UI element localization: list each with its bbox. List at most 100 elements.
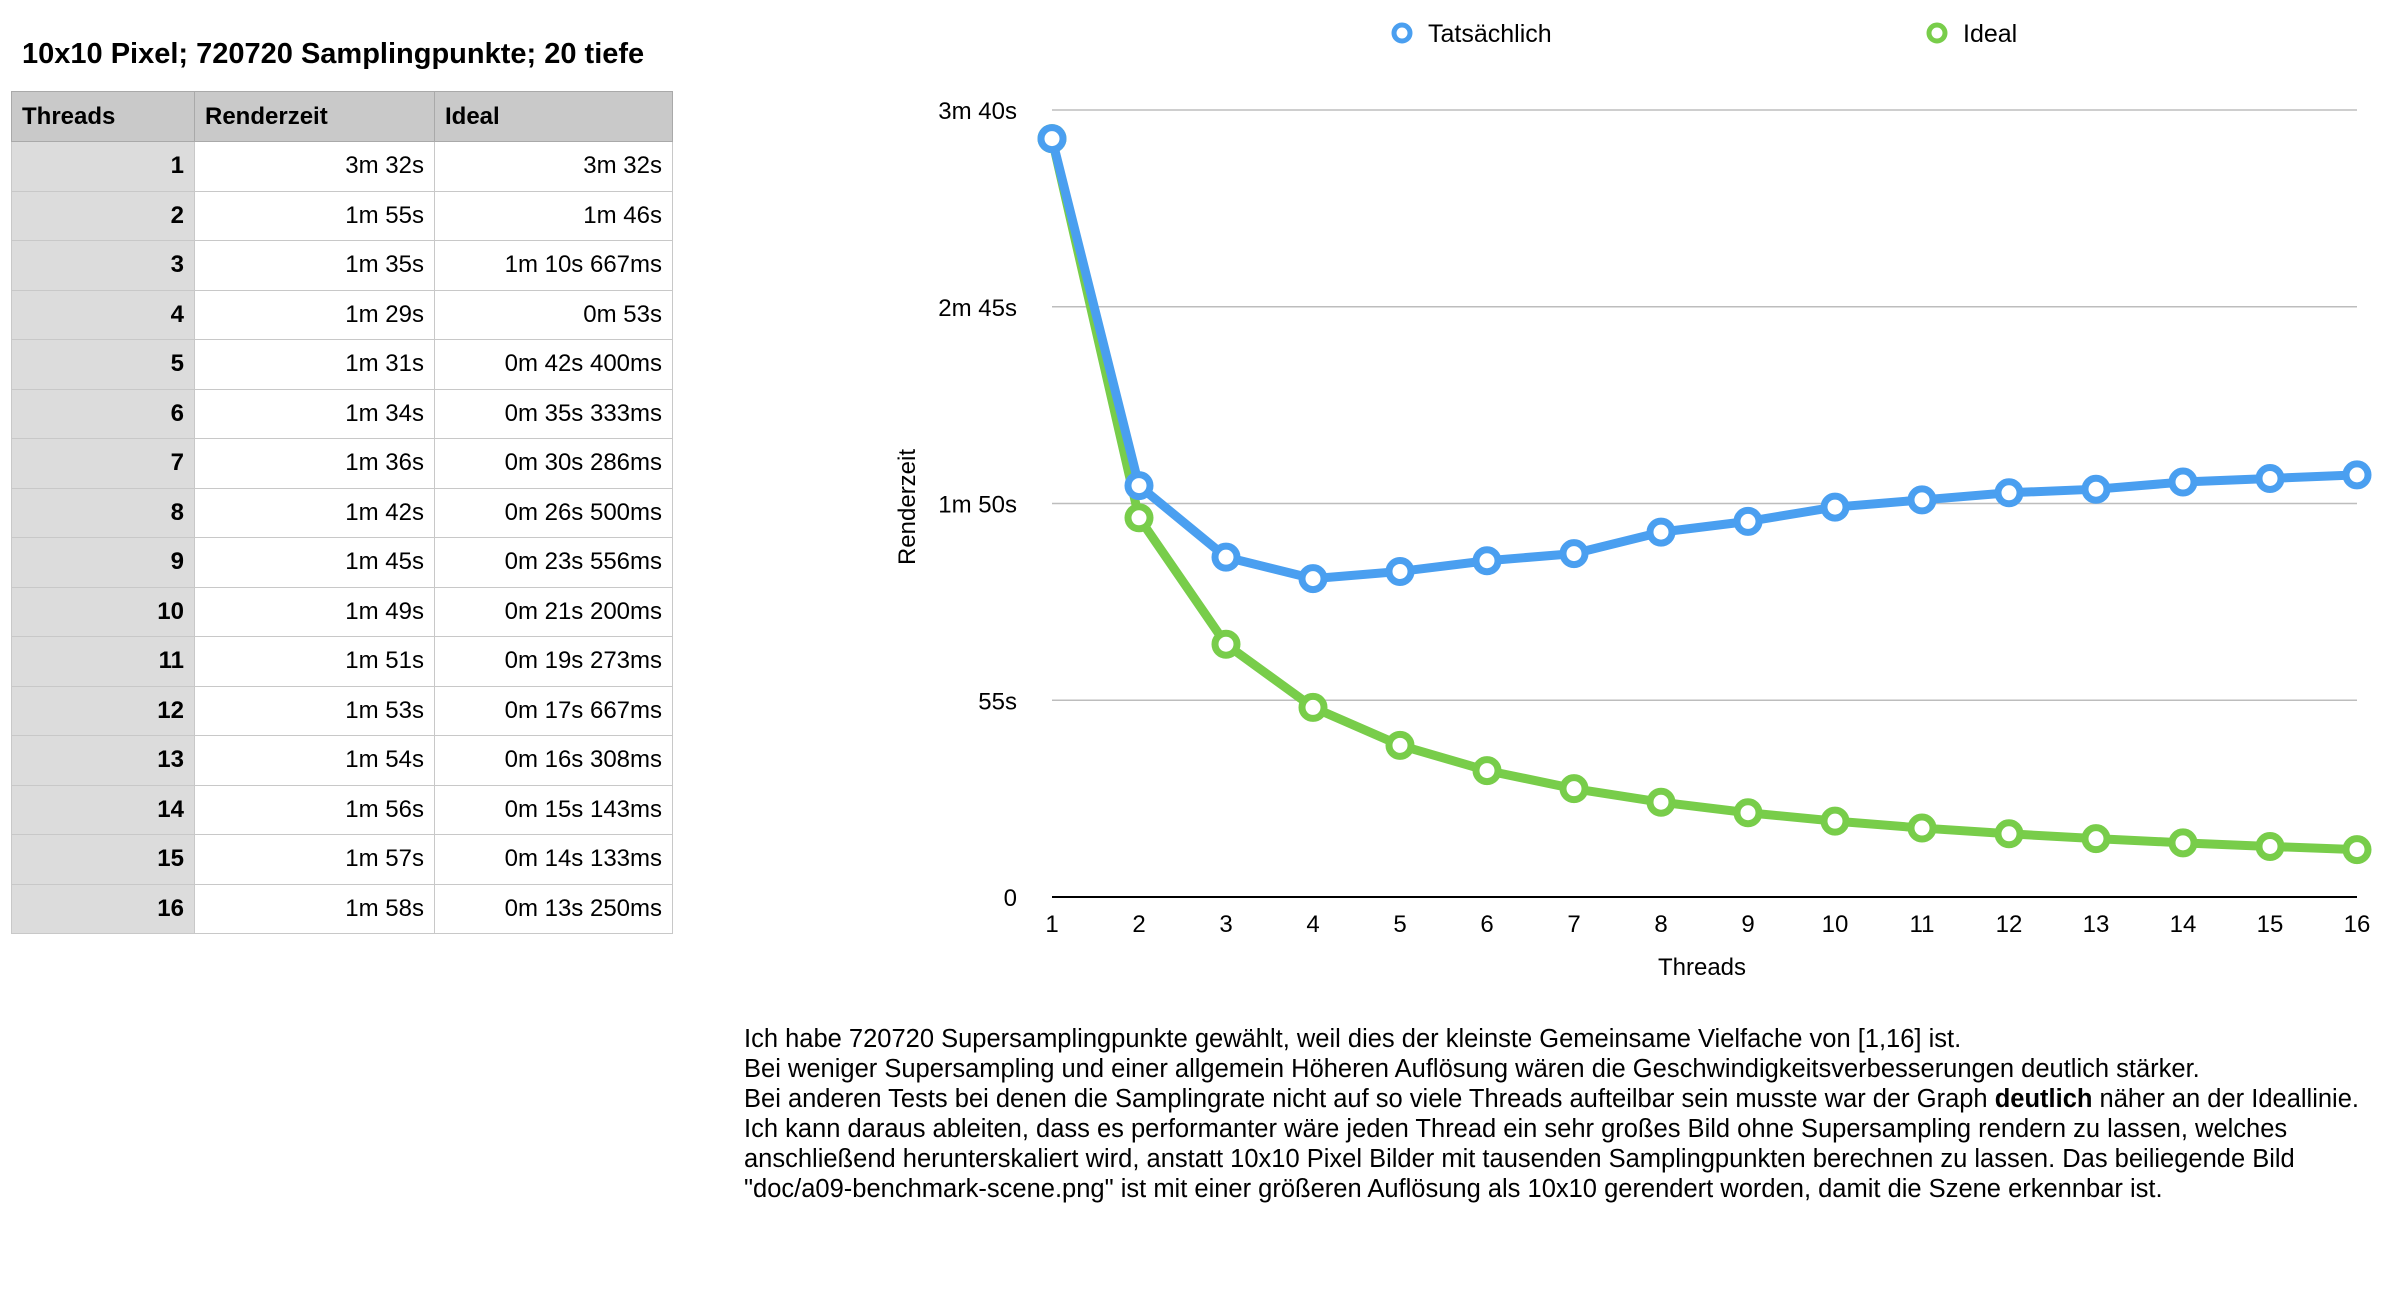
data-point [1472, 546, 1502, 576]
renderzeit-cell: 1m 45s [194, 537, 435, 588]
x-tick-label: 6 [1480, 911, 1493, 938]
note-emphasis: deutlich [1994, 1085, 2093, 1113]
data-point [1472, 756, 1502, 786]
table-row: 10 1m 49s 0m 21s 200ms [11, 586, 673, 637]
data-point [1907, 485, 1937, 515]
threads-cell: 10 [11, 586, 195, 637]
header-ideal: Ideal [434, 91, 673, 142]
data-point [1820, 806, 1850, 836]
y-tick-label: 2m 45s [938, 295, 1017, 322]
data-point [1211, 542, 1241, 572]
data-point [1907, 813, 1937, 843]
x-tick-label: 9 [1741, 911, 1754, 938]
ideal-cell: 0m 17s 667ms [434, 685, 673, 736]
threads-cell: 4 [11, 289, 195, 340]
data-point [1298, 692, 1328, 722]
table-row: 3 1m 35s 1m 10s 667ms [11, 240, 673, 291]
renderzeit-cell: 1m 55s [194, 190, 435, 241]
data-point [1385, 730, 1415, 760]
threads-cell: 8 [11, 487, 195, 538]
renderzeit-cell: 1m 34s [194, 388, 435, 439]
renderzeit-cell: 1m 42s [194, 487, 435, 538]
table-row: 2 1m 55s 1m 46s [11, 190, 673, 241]
threads-cell: 7 [11, 438, 195, 489]
ideal-cell: 3m 32s [434, 141, 673, 192]
ideal-cell: 1m 10s 667ms [434, 240, 673, 291]
data-point [2342, 835, 2372, 865]
x-tick-label: 14 [2170, 911, 2197, 938]
x-tick-label: 7 [1567, 911, 1580, 938]
note-paragraph-1: Ich habe 720720 Supersamplingpunkte gewä… [744, 1025, 1962, 1053]
y-tick-label: 3m 40s [938, 98, 1017, 125]
benchmark-table: Threads Renderzeit Ideal 1 3m 32s 3m 32s 2 1… [11, 91, 673, 934]
series-ideal [1037, 124, 2372, 865]
x-tick-label: 8 [1654, 911, 1667, 938]
data-point [1646, 787, 1676, 817]
renderzeit-cell: 1m 29s [194, 289, 435, 340]
data-point [2081, 824, 2111, 854]
y-axis-label: Renderzeit [894, 449, 921, 565]
x-tick-label: 10 [1822, 911, 1849, 938]
x-tick-label: 5 [1393, 911, 1406, 938]
note-text-before: Bei anderen Tests bei denen die Sampling… [744, 1085, 1995, 1113]
x-tick-label: 11 [1910, 911, 1935, 938]
ideal-cell: 0m 13s 250ms [434, 883, 673, 934]
table-row: 5 1m 31s 0m 42s 400ms [11, 339, 673, 390]
table-row: 4 1m 29s 0m 53s [11, 289, 673, 340]
data-point [2168, 467, 2198, 497]
series-tatsaechlich [1037, 124, 2372, 594]
legend-marker [1926, 22, 1948, 44]
data-point [1994, 819, 2024, 849]
series-line [1047, 134, 2362, 584]
x-tick-label: 12 [1996, 911, 2023, 938]
renderzeit-cell: 1m 56s [194, 784, 435, 835]
data-point [1733, 798, 1763, 828]
x-tick-label: 3 [1219, 911, 1232, 938]
data-point [1646, 517, 1676, 547]
data-point [2081, 474, 2111, 504]
x-tick-label: 15 [2257, 911, 2284, 938]
series-line [1047, 134, 2362, 855]
data-point [1994, 478, 2024, 508]
data-point [1124, 471, 1154, 501]
ideal-cell: 0m 53s [434, 289, 673, 340]
threads-cell: 6 [11, 388, 195, 439]
note-text-after: näher an der Ideallinie. Ich kann daraus… [744, 1085, 2359, 1203]
x-tick-label: 2 [1132, 911, 1145, 938]
note-paragraph-2: Bei weniger Supersampling und einer allg… [744, 1055, 2200, 1083]
ideal-cell: 1m 46s [434, 190, 673, 241]
data-point [1559, 539, 1589, 569]
renderzeit-cell: 3m 32s [194, 141, 435, 192]
y-tick-label: 1m 50s [938, 492, 1017, 519]
threads-cell: 15 [11, 834, 195, 885]
x-tick-label: 13 [2083, 911, 2110, 938]
table-title: 10x10 Pixel; 720720 Samplingpunkte; 20 t… [22, 38, 645, 70]
legend-label: Ideal [1963, 20, 2017, 48]
ideal-cell: 0m 42s 400ms [434, 339, 673, 390]
legend-item: Ideal [1926, 20, 2017, 48]
table-row: 11 1m 51s 0m 19s 273ms [11, 636, 673, 687]
threads-cell: 16 [11, 883, 195, 934]
header-threads: Threads [11, 91, 195, 142]
renderzeit-cell: 1m 53s [194, 685, 435, 736]
table-row: 12 1m 53s 0m 17s 667ms [11, 685, 673, 736]
table-row: 13 1m 54s 0m 16s 308ms [11, 735, 673, 786]
data-point [1559, 774, 1589, 804]
renderzeit-cell: 1m 54s [194, 735, 435, 786]
legend-marker [1391, 22, 1413, 44]
renderzeit-cell: 1m 49s [194, 586, 435, 637]
data-point [2255, 463, 2285, 493]
data-point [1298, 564, 1328, 594]
threads-cell: 9 [11, 537, 195, 588]
data-point [1733, 506, 1763, 536]
table-row: 16 1m 58s 0m 13s 250ms [11, 883, 673, 934]
explanation-text: Ich habe 720720 Supersamplingpunkte gewä… [744, 1024, 2364, 1204]
table-row: 6 1m 34s 0m 35s 333ms [11, 388, 673, 439]
threads-cell: 3 [11, 240, 195, 291]
renderzeit-cell: 1m 58s [194, 883, 435, 934]
data-point [2168, 828, 2198, 858]
table-row: 7 1m 36s 0m 30s 286ms [11, 438, 673, 489]
data-point [1124, 503, 1154, 533]
ideal-cell: 0m 23s 556ms [434, 537, 673, 588]
